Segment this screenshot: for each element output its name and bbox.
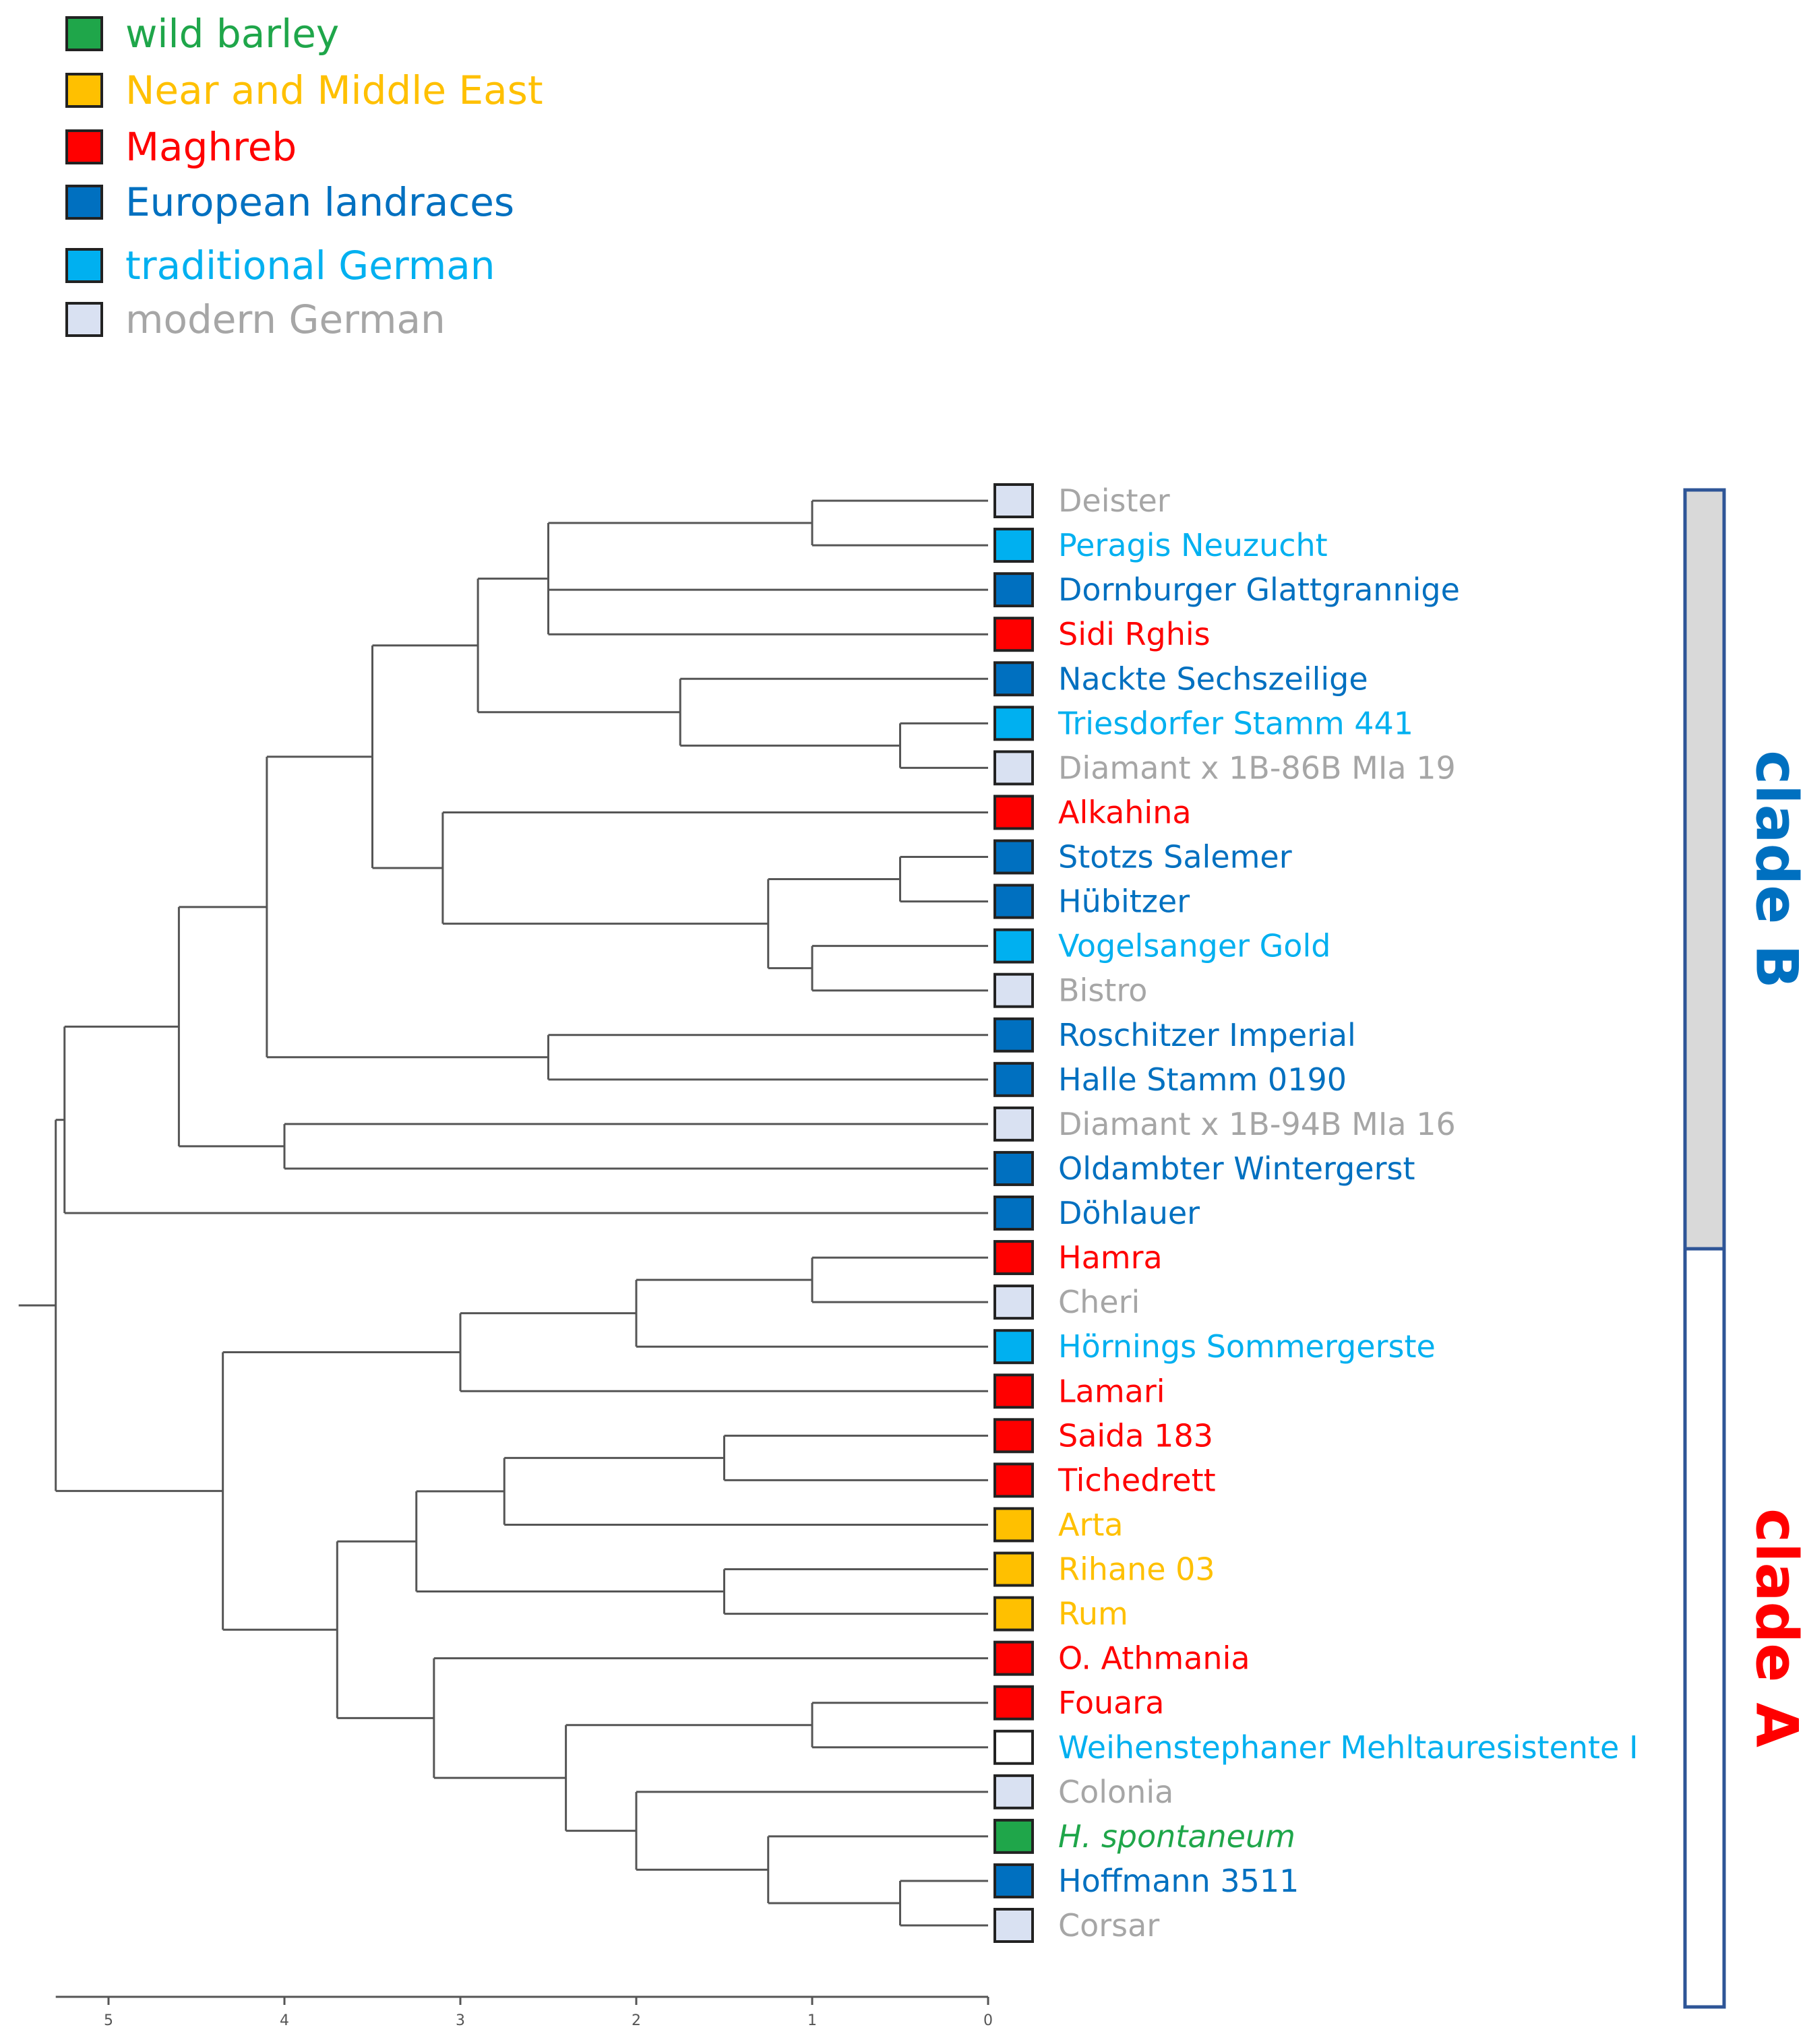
- clade-label: clade A: [1743, 1508, 1807, 1747]
- axis-tick-label: 1: [807, 2012, 817, 2029]
- leaf-label: Nackte Sechszeilige: [1058, 660, 1368, 697]
- leaf-color-box: [993, 1908, 1034, 1943]
- legend-swatch-maghreb: [65, 129, 103, 164]
- leaf-color-box: [993, 1106, 1034, 1142]
- leaf-label: Peragis Neuzucht: [1058, 527, 1328, 563]
- legend-label-euro: European landraces: [125, 179, 514, 225]
- leaf-color-box: [993, 1818, 1034, 1854]
- leaf-label: Oldambter Wintergerst: [1058, 1150, 1415, 1187]
- leaf-color-box: [993, 750, 1034, 786]
- leaf-label: Weihenstephaner Mehltauresistente I: [1058, 1729, 1638, 1766]
- leaf-color-box: [993, 1774, 1034, 1809]
- legend-label-maghreb: Maghreb: [125, 124, 297, 170]
- leaf-color-box: [993, 839, 1034, 875]
- leaf-color-box: [993, 1284, 1034, 1320]
- leaf-label: Sidi Rghis: [1058, 616, 1211, 652]
- leaf-label: Colonia: [1058, 1774, 1173, 1810]
- leaf-label: Rum: [1058, 1596, 1128, 1632]
- leaf-color-box: [993, 572, 1034, 608]
- leaf-label: O. Athmania: [1058, 1640, 1250, 1677]
- leaf-color-box: [993, 1329, 1034, 1365]
- leaf-label: H. spontaneum: [1058, 1818, 1295, 1855]
- leaf-color-box: [993, 1061, 1034, 1097]
- leaf-color-box: [993, 1685, 1034, 1721]
- leaf-color-box: [993, 706, 1034, 741]
- leaf-color-box: [993, 1240, 1034, 1276]
- leaf-label: Corsar: [1058, 1907, 1159, 1944]
- clade-bar: [1683, 1247, 1726, 2009]
- leaf-color-box: [993, 1640, 1034, 1676]
- leaf-label: Stotzs Salemer: [1058, 839, 1292, 875]
- leaf-color-box: [993, 483, 1034, 518]
- leaf-color-box: [993, 1507, 1034, 1543]
- leaf-label: Triesdorfer Stamm 441: [1058, 705, 1413, 741]
- leaf-color-box: [993, 1462, 1034, 1498]
- leaf-label: Dornburger Glattgrannige: [1058, 571, 1460, 608]
- legend-swatch-euro: [65, 185, 103, 220]
- dendrogram-tree: [18, 499, 988, 1927]
- legend-label-modger: modern German: [125, 297, 446, 342]
- legend-label-tradger: traditional German: [125, 243, 495, 288]
- axis-tick-label: 5: [104, 2012, 113, 2029]
- leaf-label: Hoffmann 3511: [1058, 1863, 1299, 1899]
- leaf-label: Hamra: [1058, 1239, 1163, 1276]
- leaf-color-box: [993, 1017, 1034, 1053]
- height-axis: 5 4 3 2 1 0: [55, 1995, 993, 2029]
- legend-swatch-nme: [65, 73, 103, 108]
- leaf-color-box: [993, 1373, 1034, 1409]
- leaf-color-box: [993, 1596, 1034, 1632]
- legend: wild barley Near and Middle East Maghreb Eu…: [65, 11, 543, 342]
- leaf-label: Halle Stamm 0190: [1058, 1061, 1347, 1098]
- legend-swatch-tradger: [65, 248, 103, 283]
- axis-tick-label: 2: [632, 2012, 641, 2029]
- leaf-color-box: [993, 795, 1034, 830]
- clade-bar: [1683, 488, 1726, 1251]
- leaf-label: Fouara: [1058, 1685, 1164, 1721]
- clade-bars: clade B clade A: [1683, 488, 1807, 2009]
- leaf-label: Bistro: [1058, 972, 1147, 1009]
- leaf-label: Lamari: [1058, 1373, 1165, 1409]
- leaf-color-box: [993, 1196, 1034, 1231]
- leaf-color-box: [993, 1150, 1034, 1186]
- axis-tick-label: 3: [456, 2012, 465, 2029]
- leaf-label: Vogelsanger Gold: [1058, 928, 1330, 964]
- axis-tick-label: 4: [280, 2012, 289, 2029]
- leaf-labels: Deister Peragis Neuzucht Dornburger Glattg…: [993, 483, 1638, 1944]
- leaf-label: Hörnings Sommergerste: [1058, 1328, 1436, 1365]
- leaf-color-box: [993, 928, 1034, 964]
- leaf-label: Rihane 03: [1058, 1551, 1215, 1588]
- leaf-color-box: [993, 617, 1034, 652]
- leaf-label: Alkahina: [1058, 794, 1192, 830]
- leaf-label: Cheri: [1058, 1284, 1140, 1320]
- leaf-label: Diamant x 1B-86B MIa 19: [1058, 749, 1456, 786]
- leaf-color-box: [993, 1729, 1034, 1765]
- leaf-label: Arta: [1058, 1506, 1124, 1543]
- leaf-label: Döhlauer: [1058, 1195, 1200, 1231]
- leaf-color-box: [993, 1863, 1034, 1898]
- leaf-label: Hübitzer: [1058, 884, 1190, 920]
- clade-label: clade B: [1743, 750, 1807, 989]
- leaf-color-box: [993, 528, 1034, 563]
- leaf-color-box: [993, 661, 1034, 697]
- legend-label-nme: Near and Middle East: [125, 67, 543, 113]
- leaf-color-box: [993, 884, 1034, 919]
- leaf-label: Saida 183: [1058, 1417, 1213, 1454]
- leaf-color-box: [993, 1418, 1034, 1454]
- leaf-label: Diamant x 1B-94B MIa 16: [1058, 1106, 1456, 1142]
- legend-swatch-wild: [65, 16, 103, 51]
- leaf-label: Roschitzer Imperial: [1058, 1017, 1356, 1053]
- legend-label-wild: wild barley: [125, 11, 339, 57]
- leaf-label: Deister: [1058, 483, 1170, 519]
- leaf-color-box: [993, 972, 1034, 1008]
- axis-tick-label: 0: [983, 2012, 993, 2029]
- leaf-color-box: [993, 1551, 1034, 1587]
- leaf-label: Tichedrett: [1058, 1462, 1216, 1498]
- legend-swatch-modger: [65, 302, 103, 337]
